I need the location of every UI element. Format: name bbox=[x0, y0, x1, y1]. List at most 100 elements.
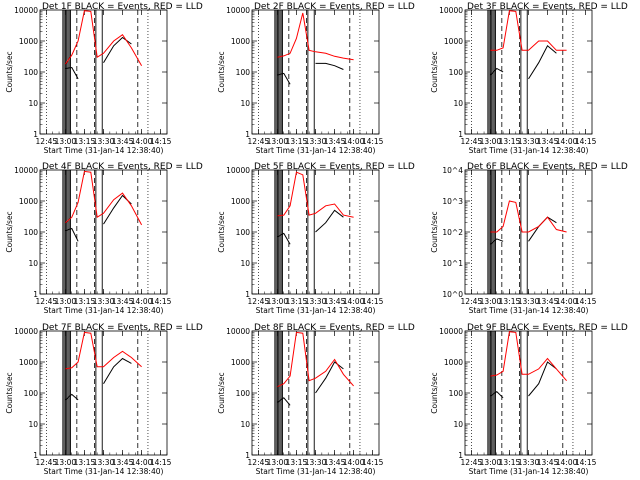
series-events-line bbox=[490, 361, 557, 399]
series-lld-line bbox=[65, 331, 142, 370]
y-axis-label: Counts/sec bbox=[217, 51, 226, 92]
y-tick-label: 10 bbox=[240, 99, 250, 108]
y-tick-label: 10 bbox=[28, 99, 38, 108]
x-axis-label: Start Time (31-Jan-14 12:38:40) bbox=[256, 467, 376, 476]
x-axis-label: Start Time (31-Jan-14 12:38:40) bbox=[469, 467, 589, 476]
y-tick-label: 1000 bbox=[444, 37, 463, 46]
y-tick-label: 1 bbox=[33, 290, 38, 299]
y-tick-label: 10^2 bbox=[442, 228, 463, 237]
x-axis-label: Start Time (31-Jan-14 12:38:40) bbox=[256, 146, 376, 155]
y-tick-label: 1000 bbox=[231, 37, 250, 46]
chart-det-6f: Det 6F BLACK = Events, RED = LLD 10^0 10^1… bbox=[430, 162, 628, 315]
y-tick-label: 100 bbox=[449, 68, 464, 77]
x-tick-label: 13:45 bbox=[112, 458, 134, 467]
x-axis-label: Start Time (31-Jan-14 12:38:40) bbox=[469, 146, 589, 155]
x-tick-label: 13:30 bbox=[93, 137, 115, 146]
x-tick-label: 14:00 bbox=[343, 458, 365, 467]
x-tick-label: 14:15 bbox=[575, 137, 597, 146]
x-tick-label: 13:45 bbox=[112, 297, 134, 306]
chart-title: Det 2F BLACK = Events, RED = LLD bbox=[254, 2, 415, 12]
series-lld-line bbox=[490, 331, 567, 382]
y-tick-label: 10000 bbox=[439, 327, 463, 336]
x-tick-label: 13:15 bbox=[74, 458, 96, 467]
series-events-line bbox=[277, 361, 344, 406]
x-tick-label: 13:30 bbox=[93, 458, 115, 467]
y-tick-label: 10000 bbox=[226, 327, 250, 336]
y-tick-label: 1 bbox=[33, 130, 38, 139]
x-tick-label: 13:15 bbox=[499, 137, 521, 146]
x-axis-label: Start Time (31-Jan-14 12:38:40) bbox=[44, 146, 164, 155]
y-axis-label: Counts/sec bbox=[217, 211, 226, 252]
x-tick-label: 12:45 bbox=[248, 458, 270, 467]
x-tick-label: 14:00 bbox=[556, 297, 578, 306]
y-tick-label: 1 bbox=[33, 451, 38, 460]
x-tick-label: 13:00 bbox=[480, 297, 502, 306]
x-tick-label: 14:15 bbox=[362, 137, 384, 146]
y-axis-label: Counts/sec bbox=[5, 211, 14, 252]
chart-det-9f: Det 9F BLACK = Events, RED = LLD 1 10 100 10… bbox=[430, 323, 628, 476]
x-tick-label: 13:00 bbox=[480, 137, 502, 146]
x-tick-label: 14:00 bbox=[343, 137, 365, 146]
y-tick-label: 10 bbox=[240, 259, 250, 268]
chart-det-8f: Det 8F BLACK = Events, RED = LLD 1 10 100 10… bbox=[217, 323, 415, 476]
x-tick-label: 13:30 bbox=[93, 297, 115, 306]
y-tick-label: 10000 bbox=[14, 166, 38, 175]
series-events-line bbox=[65, 357, 132, 401]
x-tick-label: 13:00 bbox=[55, 458, 77, 467]
y-tick-label: 10^3 bbox=[442, 197, 463, 206]
x-tick-label: 13:00 bbox=[267, 137, 289, 146]
x-tick-label: 13:30 bbox=[305, 458, 327, 467]
x-tick-label: 13:00 bbox=[267, 297, 289, 306]
y-tick-label: 10^0 bbox=[442, 290, 463, 299]
x-tick-label: 13:15 bbox=[286, 297, 308, 306]
y-tick-label: 10000 bbox=[14, 6, 38, 15]
chart-det-4f: Det 4F BLACK = Events, RED = LLD 1 10 100 10… bbox=[5, 162, 203, 315]
chart-det-3f: Det 3F BLACK = Events, RED = LLD 1 10 100 10… bbox=[430, 2, 628, 155]
y-tick-label: 100 bbox=[236, 389, 251, 398]
x-tick-label: 13:30 bbox=[518, 297, 540, 306]
x-tick-label: 12:45 bbox=[461, 137, 483, 146]
x-tick-label: 13:00 bbox=[55, 297, 77, 306]
y-tick-label: 1000 bbox=[19, 37, 38, 46]
chart-title: Det 8F BLACK = Events, RED = LLD bbox=[254, 323, 415, 333]
y-tick-label: 10 bbox=[28, 259, 38, 268]
x-tick-label: 14:15 bbox=[362, 458, 384, 467]
series-events-line bbox=[490, 45, 557, 80]
chart-title: Det 9F BLACK = Events, RED = LLD bbox=[467, 323, 628, 333]
x-tick-label: 13:30 bbox=[518, 137, 540, 146]
x-tick-label: 14:00 bbox=[131, 137, 153, 146]
x-tick-label: 12:45 bbox=[36, 458, 58, 467]
x-tick-label: 14:15 bbox=[150, 137, 172, 146]
y-axis-label: Counts/sec bbox=[430, 211, 439, 252]
x-tick-label: 13:15 bbox=[499, 297, 521, 306]
x-tick-label: 14:00 bbox=[131, 297, 153, 306]
x-tick-label: 13:00 bbox=[480, 458, 502, 467]
chart-title: Det 1F BLACK = Events, RED = LLD bbox=[42, 2, 203, 12]
x-tick-label: 14:15 bbox=[575, 458, 597, 467]
x-tick-label: 13:15 bbox=[74, 137, 96, 146]
x-tick-label: 14:15 bbox=[150, 458, 172, 467]
y-tick-label: 1000 bbox=[444, 358, 463, 367]
x-tick-label: 13:45 bbox=[537, 297, 559, 306]
y-tick-label: 10 bbox=[453, 99, 463, 108]
chart-title: Det 3F BLACK = Events, RED = LLD bbox=[467, 2, 628, 12]
y-tick-label: 100 bbox=[24, 68, 39, 77]
x-tick-label: 14:00 bbox=[556, 458, 578, 467]
y-tick-label: 1000 bbox=[231, 358, 250, 367]
y-axis-label: Counts/sec bbox=[5, 51, 14, 92]
x-tick-label: 14:00 bbox=[556, 137, 578, 146]
y-tick-label: 10^1 bbox=[442, 259, 463, 268]
y-tick-label: 10000 bbox=[226, 166, 250, 175]
y-axis-label: Counts/sec bbox=[217, 372, 226, 413]
x-tick-label: 13:15 bbox=[74, 297, 96, 306]
y-tick-label: 100 bbox=[236, 68, 251, 77]
x-axis-label: Start Time (31-Jan-14 12:38:40) bbox=[44, 467, 164, 476]
series-lld-line bbox=[277, 171, 354, 218]
x-tick-label: 14:00 bbox=[343, 297, 365, 306]
x-tick-label: 14:15 bbox=[575, 297, 597, 306]
y-tick-label: 1 bbox=[458, 451, 463, 460]
x-axis-label: Start Time (31-Jan-14 12:38:40) bbox=[469, 306, 589, 315]
y-tick-label: 100 bbox=[24, 228, 39, 237]
chart-det-1f: Det 1F BLACK = Events, RED = LLD 1 10 100 10… bbox=[5, 2, 203, 155]
x-tick-label: 13:15 bbox=[499, 458, 521, 467]
